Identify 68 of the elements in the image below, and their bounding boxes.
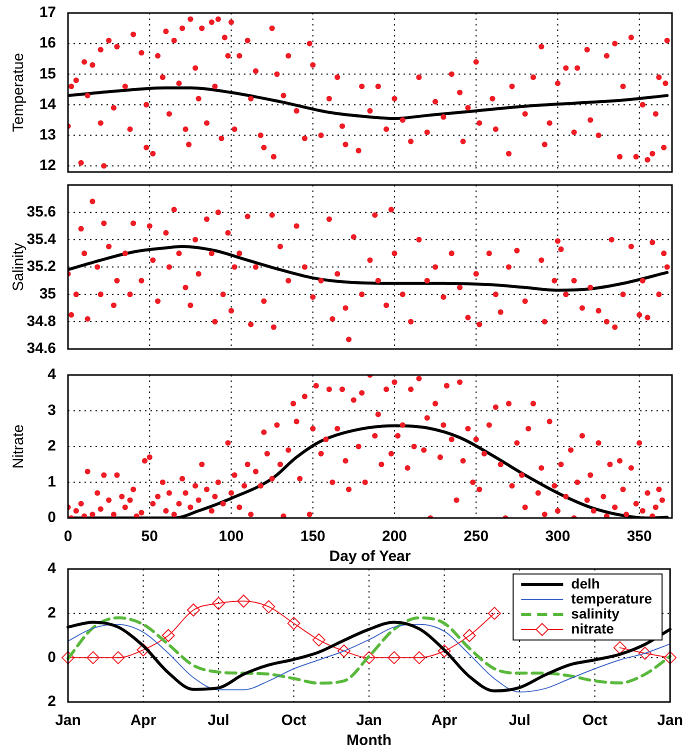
y-tick-label: 35 bbox=[39, 285, 56, 302]
y-tick-label: 2 bbox=[48, 604, 56, 622]
x-tick-label: Oct bbox=[281, 712, 306, 730]
point bbox=[488, 606, 501, 620]
x-tick-label: Jul bbox=[508, 712, 530, 730]
point bbox=[287, 616, 300, 630]
point bbox=[62, 651, 74, 664]
y-tick-label: 34.8 bbox=[26, 312, 56, 330]
y-tick-label: 16 bbox=[39, 34, 56, 52]
x-tick-label: Jan bbox=[55, 712, 81, 730]
y-tick-label: 0 bbox=[48, 648, 56, 666]
y-tick-label: 1 bbox=[48, 473, 56, 490]
legend-label: temperature bbox=[571, 590, 652, 606]
point bbox=[136, 643, 150, 656]
point bbox=[412, 651, 426, 664]
x-tick-label: 50 bbox=[141, 528, 158, 546]
x-tick-label: 150 bbox=[300, 528, 326, 546]
x-tick-label: Jan bbox=[657, 712, 684, 730]
x-axis-title: Month bbox=[346, 732, 392, 750]
y-tick-label: 15 bbox=[39, 65, 56, 82]
point bbox=[362, 651, 376, 664]
y-tick-label: 3 bbox=[48, 402, 56, 419]
point bbox=[162, 629, 175, 642]
y-tick-label: 35.4 bbox=[26, 230, 57, 248]
y-axis-title: Temperatue bbox=[10, 52, 28, 132]
point bbox=[186, 604, 200, 617]
y-tick-label: 4 bbox=[48, 560, 57, 578]
y-tick-label: 35.2 bbox=[26, 258, 56, 276]
x-tick-label: 350 bbox=[626, 528, 652, 546]
y-tick-label: 13 bbox=[39, 126, 56, 144]
point bbox=[337, 644, 350, 658]
point bbox=[438, 644, 451, 658]
y-tick-label: 0 bbox=[48, 509, 56, 526]
y-tick-label: 14 bbox=[39, 96, 57, 113]
y-tick-label: 2 bbox=[48, 693, 56, 710]
y-tick-label: 17 bbox=[39, 4, 56, 22]
point bbox=[462, 629, 476, 642]
point bbox=[312, 633, 326, 646]
legend-label: nitrate bbox=[571, 620, 614, 636]
y-tick-label: 2 bbox=[48, 438, 56, 455]
x-tick-label: 100 bbox=[218, 528, 244, 546]
point bbox=[638, 646, 652, 660]
y-tick-label: 34.6 bbox=[26, 340, 56, 358]
y-tick-label: 35.6 bbox=[26, 203, 56, 220]
x-tick-label: Jan bbox=[356, 712, 382, 730]
point bbox=[262, 600, 276, 614]
x-tick-label: Oct bbox=[582, 712, 608, 730]
x-axis-title: Day of Year bbox=[329, 548, 411, 566]
y-tick-label: 12 bbox=[39, 157, 56, 174]
point bbox=[237, 594, 250, 608]
x-tick-label: Apr bbox=[130, 712, 156, 730]
x-tick-label: Apr bbox=[431, 712, 458, 730]
point bbox=[664, 651, 677, 664]
x-tick-label: 300 bbox=[545, 528, 570, 546]
x-tick-label: Jul bbox=[208, 712, 230, 730]
legend-label: delh bbox=[571, 575, 600, 592]
point bbox=[613, 641, 626, 654]
y-axis-title: Nitrate bbox=[10, 424, 28, 469]
x-tick-label: 200 bbox=[382, 528, 407, 546]
y-axis-title: Salinity bbox=[10, 242, 28, 292]
y-tick-label: 4 bbox=[48, 366, 57, 384]
point bbox=[86, 651, 100, 664]
point bbox=[212, 596, 226, 610]
point bbox=[112, 651, 125, 664]
x-tick-label: 250 bbox=[464, 528, 489, 546]
x-tick-label: 0 bbox=[64, 528, 72, 546]
point bbox=[388, 651, 401, 664]
legend-label: salinity bbox=[571, 605, 620, 622]
